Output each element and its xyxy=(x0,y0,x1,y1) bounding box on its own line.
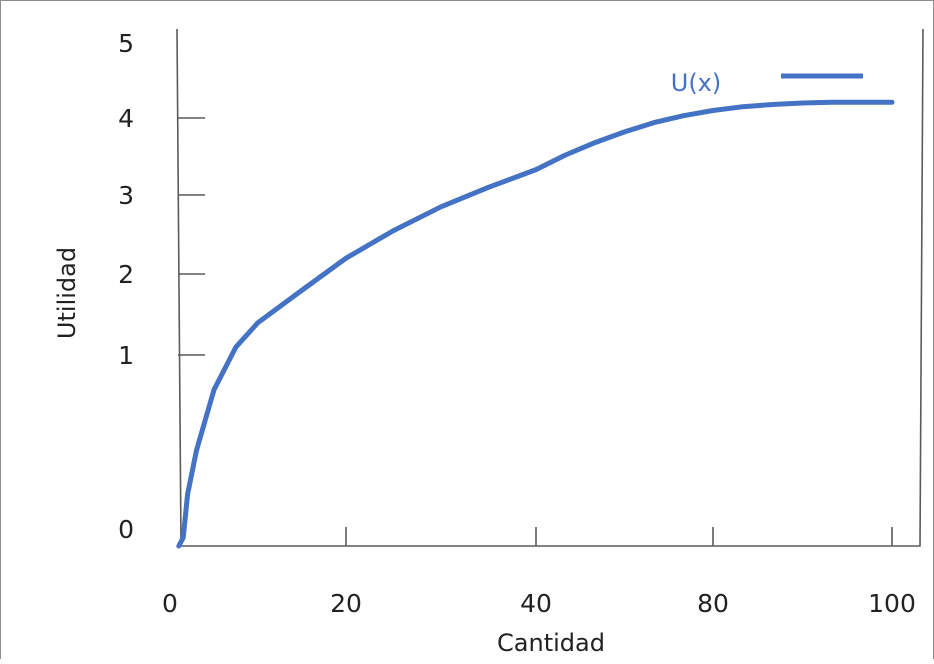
x-tick-label: 100 xyxy=(868,589,916,618)
x-tick-label: 80 xyxy=(697,589,729,618)
y-tick-label: 1 xyxy=(118,341,134,370)
y-tick-label: 0 xyxy=(118,515,134,544)
y-tick-label: 5 xyxy=(118,29,134,58)
plot-axes xyxy=(176,28,924,547)
y-tick-label: 2 xyxy=(118,260,134,289)
x-axis-label: Cantidad xyxy=(497,629,605,657)
x-tick-label: 0 xyxy=(162,589,178,618)
y-tick-label: 3 xyxy=(118,181,134,210)
legend-label: U(x) xyxy=(671,69,722,97)
x-tick-label: 40 xyxy=(520,589,552,618)
x-tick-label: 20 xyxy=(330,589,362,618)
y-axis-label: Utilidad xyxy=(53,247,81,339)
series-line-ux xyxy=(176,99,895,549)
y-tick-label: 4 xyxy=(118,104,134,133)
